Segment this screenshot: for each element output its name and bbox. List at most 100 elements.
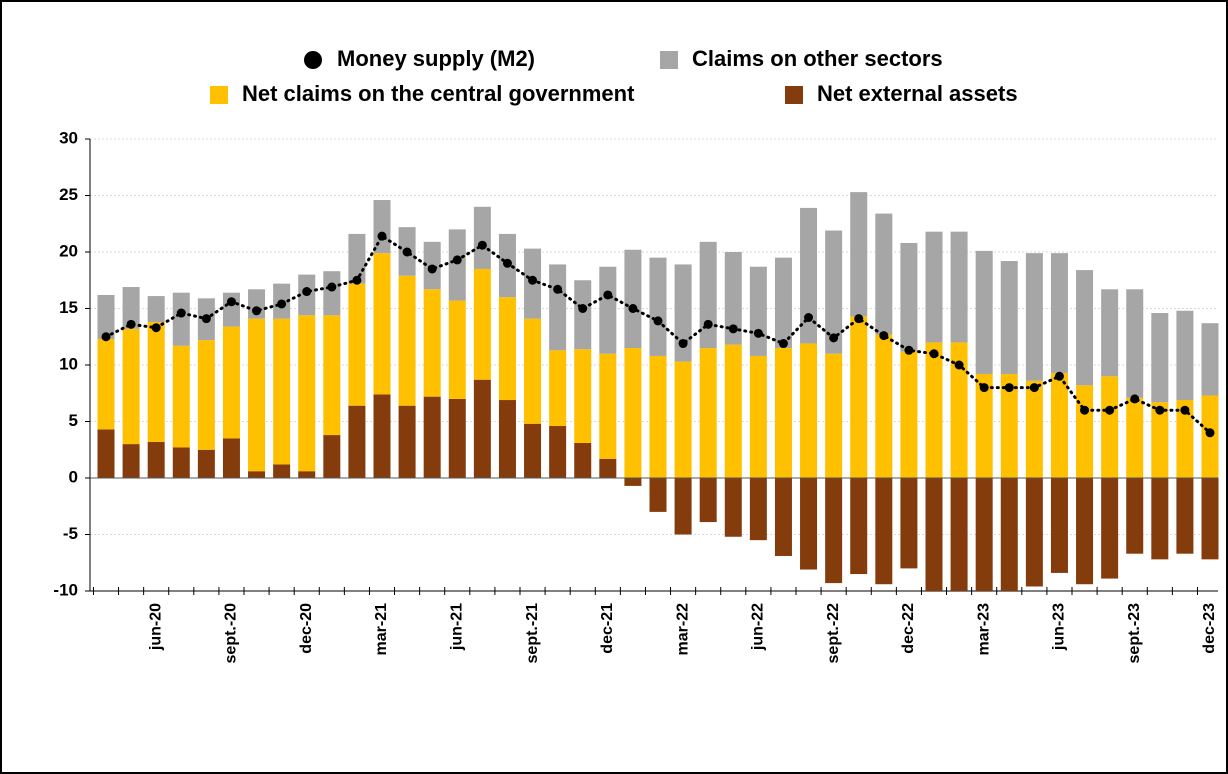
x-tick-label: sept.-22 xyxy=(825,603,842,664)
m2-point xyxy=(929,349,939,359)
bar xyxy=(473,206,491,269)
y-tick-label: 10 xyxy=(59,354,78,373)
bar xyxy=(524,318,542,424)
bar xyxy=(649,355,667,478)
m2-point xyxy=(101,332,111,342)
y-tick-label: 15 xyxy=(59,298,78,317)
bar xyxy=(649,257,667,356)
m2-point xyxy=(778,339,788,349)
bar xyxy=(1101,478,1119,579)
bar xyxy=(975,478,993,591)
bar xyxy=(1126,289,1144,398)
x-tick-label: dec-22 xyxy=(900,603,917,654)
bar xyxy=(473,268,491,380)
bar xyxy=(1176,310,1194,401)
bar xyxy=(1000,374,1018,478)
bar xyxy=(323,271,341,316)
bar xyxy=(97,429,115,478)
bar xyxy=(1076,385,1094,478)
bar xyxy=(172,447,190,478)
bar xyxy=(825,353,843,478)
legend-marker xyxy=(660,51,678,69)
bar xyxy=(147,441,165,478)
m2-point xyxy=(879,331,889,341)
m2-point xyxy=(1029,383,1039,393)
bar xyxy=(122,328,140,445)
m2-point xyxy=(804,313,814,323)
m2-point xyxy=(1205,428,1215,438)
m2-point xyxy=(553,284,563,294)
bar xyxy=(724,344,742,478)
m2-point xyxy=(528,275,538,285)
m2-point xyxy=(1155,405,1165,415)
bar xyxy=(624,249,642,349)
bar xyxy=(1126,397,1144,478)
bar xyxy=(749,355,767,478)
m2-point xyxy=(377,231,387,241)
bar xyxy=(1151,313,1169,403)
m2-point xyxy=(653,316,663,326)
x-tick-label: sept.-21 xyxy=(524,603,541,664)
bar xyxy=(122,444,140,478)
m2-point xyxy=(979,383,989,393)
m2-point xyxy=(1054,371,1064,381)
bar xyxy=(724,252,742,345)
m2-point xyxy=(151,323,161,333)
m2-point xyxy=(1004,383,1014,393)
bar xyxy=(147,296,165,323)
m2-point xyxy=(854,314,864,324)
bar xyxy=(423,289,441,397)
m2-point xyxy=(628,304,638,313)
m2-point xyxy=(1130,394,1140,404)
bar xyxy=(825,478,843,584)
bar xyxy=(122,287,140,329)
bar xyxy=(1000,261,1018,375)
m2-point xyxy=(277,299,287,309)
bar xyxy=(323,315,341,436)
m2-point xyxy=(327,282,337,292)
bar xyxy=(774,478,792,556)
x-tick-label: sept.-23 xyxy=(1126,603,1143,664)
bar xyxy=(699,348,717,478)
m2-point xyxy=(678,339,688,349)
m2-point xyxy=(502,258,512,268)
x-tick-label: mar-21 xyxy=(373,603,390,656)
bar xyxy=(825,230,843,354)
bar xyxy=(97,339,115,430)
bar xyxy=(172,345,190,448)
y-tick-label: 20 xyxy=(59,241,78,260)
bar xyxy=(298,471,316,478)
bar xyxy=(222,326,240,439)
bar xyxy=(298,315,316,472)
bar xyxy=(1176,400,1194,478)
bar xyxy=(273,464,291,478)
bar xyxy=(549,426,567,478)
bar xyxy=(699,241,717,349)
bar xyxy=(674,478,692,535)
bar xyxy=(498,400,516,478)
m2-point xyxy=(1180,405,1190,415)
bar xyxy=(749,478,767,541)
bar xyxy=(524,423,542,478)
bar xyxy=(1050,478,1068,573)
legend-marker xyxy=(785,86,803,104)
bar xyxy=(699,478,717,523)
bar xyxy=(950,342,968,478)
m2-point xyxy=(126,319,136,329)
bar xyxy=(599,266,617,354)
x-tick-label: dec-23 xyxy=(1201,603,1218,654)
bar xyxy=(975,250,993,375)
bar xyxy=(649,478,667,512)
bar xyxy=(373,200,391,254)
x-tick-label: jun-23 xyxy=(1051,603,1068,651)
bar xyxy=(197,340,215,450)
bar xyxy=(875,334,893,478)
bar xyxy=(323,435,341,478)
bar xyxy=(950,231,968,343)
m2-point xyxy=(954,360,964,370)
legend-label: Net claims on the central government xyxy=(242,81,635,106)
bar xyxy=(875,478,893,585)
bar xyxy=(1201,478,1219,560)
bar xyxy=(1151,478,1169,560)
